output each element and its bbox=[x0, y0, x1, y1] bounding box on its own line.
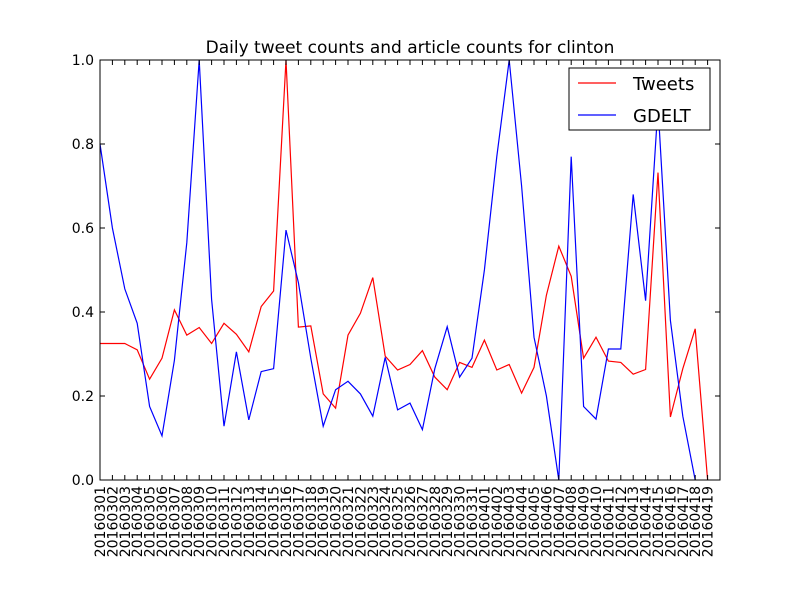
x-tick-label: 20160312 bbox=[229, 486, 245, 557]
x-tick-label: 20160329 bbox=[440, 486, 456, 557]
x-tick-label: 20160325 bbox=[391, 486, 407, 557]
x-tick-label: 20160317 bbox=[291, 486, 307, 557]
x-tick-label: 20160310 bbox=[205, 486, 221, 557]
x-tick-label: 20160330 bbox=[453, 486, 469, 557]
x-tick-label: 20160324 bbox=[378, 486, 394, 557]
x-tick-label: 20160328 bbox=[428, 486, 444, 557]
x-tick-label: 20160407 bbox=[552, 486, 568, 557]
y-tick-label: 1.0 bbox=[72, 53, 94, 69]
y-tick-label: 0.8 bbox=[72, 137, 94, 153]
x-tick-label: 20160403 bbox=[502, 486, 518, 557]
x-tick-label: 20160410 bbox=[589, 486, 605, 557]
x-tick-label: 20160402 bbox=[490, 486, 506, 557]
x-tick-label: 20160413 bbox=[626, 486, 642, 557]
x-tick-label: 20160331 bbox=[465, 486, 481, 557]
x-tick-label: 20160315 bbox=[267, 486, 283, 557]
x-tick-label: 20160309 bbox=[192, 486, 208, 557]
chart-title: Daily tweet counts and article counts fo… bbox=[206, 38, 615, 58]
x-tick-label: 20160419 bbox=[701, 486, 717, 557]
legend-label-tweets: Tweets bbox=[632, 74, 694, 95]
x-tick-label: 20160301 bbox=[93, 486, 109, 557]
series-line-tweets bbox=[100, 59, 709, 481]
axis-layer: 0.00.20.40.60.81.02016030120160302201603… bbox=[72, 53, 720, 557]
x-tick-label: 20160327 bbox=[415, 486, 431, 557]
y-tick-label: 0.6 bbox=[72, 221, 94, 237]
x-tick-label: 20160302 bbox=[105, 486, 121, 557]
x-tick-label: 20160316 bbox=[279, 486, 295, 557]
x-tick-label: 20160304 bbox=[130, 486, 146, 557]
x-tick-label: 20160311 bbox=[217, 486, 233, 557]
x-tick-label: 20160308 bbox=[180, 486, 196, 557]
x-tick-label: 20160320 bbox=[329, 486, 345, 557]
x-tick-label: 20160417 bbox=[676, 486, 692, 557]
x-tick-label: 20160409 bbox=[577, 486, 593, 557]
x-tick-label: 20160313 bbox=[242, 486, 258, 557]
x-tick-label: 20160412 bbox=[614, 486, 630, 557]
x-tick-label: 20160405 bbox=[527, 486, 543, 557]
x-tick-label: 20160305 bbox=[143, 486, 159, 557]
x-tick-label: 20160323 bbox=[366, 486, 382, 557]
x-tick-label: 20160411 bbox=[601, 486, 617, 557]
x-tick-label: 20160418 bbox=[688, 486, 704, 557]
x-tick-label: 20160318 bbox=[304, 486, 320, 557]
x-tick-label: 20160408 bbox=[564, 486, 580, 557]
x-tick-label: 20160406 bbox=[539, 486, 555, 557]
x-tick-label: 20160303 bbox=[118, 486, 134, 557]
x-tick-label: 20160416 bbox=[663, 486, 679, 557]
x-tick-label: 20160306 bbox=[155, 486, 171, 557]
x-tick-label: 20160401 bbox=[477, 486, 493, 557]
x-tick-label: 20160414 bbox=[639, 486, 655, 557]
x-tick-label: 20160314 bbox=[254, 486, 270, 557]
x-tick-label: 20160307 bbox=[167, 486, 183, 557]
legend: Tweets GDELT bbox=[568, 67, 711, 131]
x-tick-label: 20160415 bbox=[651, 486, 667, 557]
x-tick-label: 20160321 bbox=[341, 486, 357, 557]
x-tick-label: 20160319 bbox=[316, 486, 332, 557]
x-tick-label: 20160326 bbox=[403, 486, 419, 557]
y-tick-label: 0.0 bbox=[72, 473, 94, 489]
y-tick-label: 0.2 bbox=[72, 389, 94, 405]
x-tick-label: 20160404 bbox=[515, 486, 531, 557]
y-tick-label: 0.4 bbox=[72, 305, 94, 321]
legend-label-gdelt: GDELT bbox=[633, 106, 692, 127]
legend-box bbox=[568, 67, 711, 131]
x-tick-label: 20160322 bbox=[353, 486, 369, 557]
